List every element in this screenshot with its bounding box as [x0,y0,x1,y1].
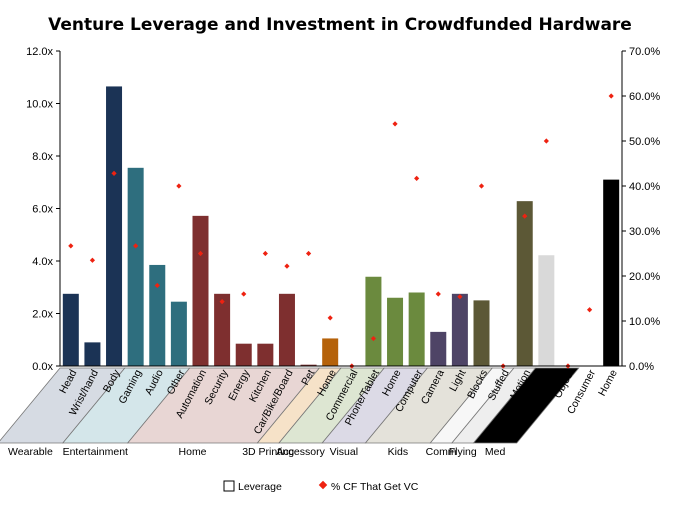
vc-marker [241,291,247,297]
group-label: Flying [449,446,477,458]
vc-marker [370,335,377,342]
y2-tick-label: 70.0% [629,46,660,58]
vc-marker [543,138,549,144]
group-label: Med [485,446,506,458]
vc-marker [284,263,290,269]
group-label: Wearable [8,446,53,458]
y2-tick-label: 40.0% [629,181,660,193]
vc-marker [133,243,139,249]
group-label: Home [179,446,207,458]
legend-label-vc: % CF That Get VC [331,481,419,493]
bar [278,293,295,366]
legend-label-leverage: Leverage [238,481,282,493]
bars [62,86,620,366]
vc-marker [608,93,614,99]
bar [149,264,166,366]
y-tick-label: 6.0x [32,204,53,216]
bar [106,86,123,366]
bar [451,293,468,366]
bar [192,215,209,366]
y2-tick-label: 10.0% [629,316,660,328]
vc-marker [176,183,182,189]
y2-tick-label: 50.0% [629,136,660,148]
bar [62,293,79,366]
group-label: Accessory [276,446,325,458]
legend-swatch-vc [318,480,328,490]
markers [68,93,614,369]
y2-tick-label: 0.0% [629,361,654,373]
vc-marker [414,175,420,181]
y-tick-label: 8.0x [32,151,53,163]
y-tick-label: 10.0x [26,99,53,111]
bar [127,167,144,366]
y2-tick-label: 20.0% [629,271,660,283]
vc-marker [111,170,117,176]
vc-marker [68,243,74,249]
bar [387,297,404,366]
y-tick-label: 12.0x [26,46,53,58]
vc-marker [586,307,593,313]
bar [473,300,490,366]
group-band [472,367,580,444]
vc-marker [219,299,225,305]
vc-marker [478,183,485,189]
bar [408,292,425,366]
chart-title: Venture Leverage and Investment in Crowd… [48,15,632,35]
legend: Leverage % CF That Get VC [223,480,419,493]
group-label: Entertainment [63,446,128,458]
bar [84,342,101,366]
vc-marker [154,282,160,289]
bar [235,343,252,366]
axes: 0.0x 2.0x 4.0x 6.0x 8.0x 10.0x 12.0x 0.0% 10.0% 2… [26,46,660,373]
vc-marker [89,257,96,263]
y-tick-label: 0.0x [32,361,53,373]
group-label: Comm [426,446,457,458]
category-label: Home [596,368,620,399]
category-group-bands: Wearable Entertainment Home 3D PrintingAcce… [0,367,580,458]
bar [430,331,447,366]
vc-marker [457,294,463,300]
y-tick-label: 4.0x [32,256,53,268]
y2-tick-label: 30.0% [629,226,660,238]
bar [516,201,533,366]
group-label: Visual [330,446,358,458]
y2-tick-label: 60.0% [629,91,660,103]
legend-swatch-leverage [223,480,235,492]
bar [365,276,382,366]
bar [257,343,274,366]
bar [538,255,555,366]
vc-marker [197,250,204,257]
vc-marker [435,291,441,297]
group-label: Kids [388,446,408,458]
bar [322,338,339,366]
group-label: 3D Printing [242,446,294,458]
bar [214,293,231,366]
vc-marker [392,121,398,127]
vc-marker [327,315,333,321]
vc-marker [262,250,268,257]
bar [170,301,187,366]
vc-marker [305,250,312,257]
bar [300,364,317,366]
vc-marker [522,213,528,219]
y-tick-label: 2.0x [32,309,53,321]
bar [603,179,620,366]
